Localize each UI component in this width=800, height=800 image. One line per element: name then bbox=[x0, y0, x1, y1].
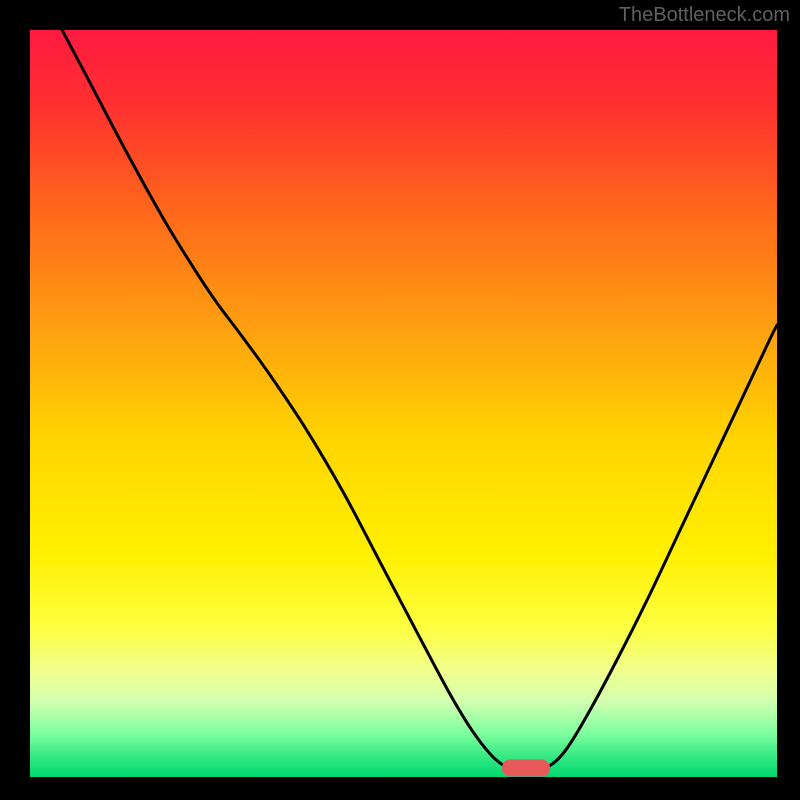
plot-area bbox=[30, 30, 777, 777]
gradient-background bbox=[30, 30, 777, 777]
plot-svg bbox=[30, 30, 777, 777]
optimal-marker bbox=[502, 760, 550, 777]
watermark-text: TheBottleneck.com bbox=[619, 4, 790, 27]
